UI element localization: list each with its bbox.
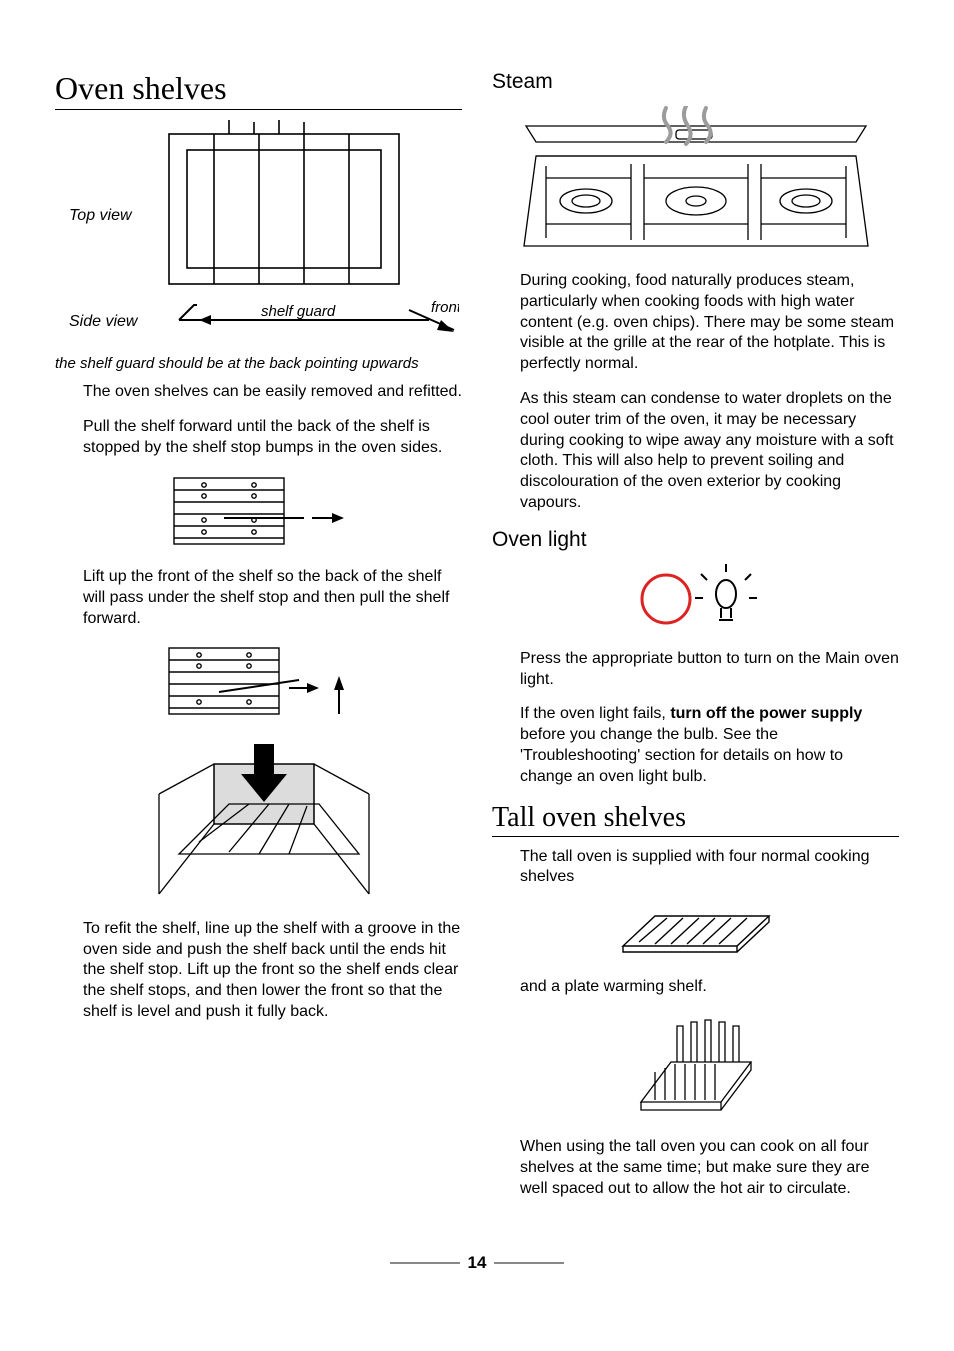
tall-p2: and a plate warming shelf.: [520, 977, 899, 998]
shelf-rail-diagram-1: [55, 472, 462, 557]
oven-light-icon: [492, 564, 899, 639]
shelf-guard-label: shelf guard: [261, 303, 336, 320]
shelf-guard-caption: the shelf guard should be at the back po…: [55, 355, 462, 372]
plate-warming-shelf-diagram: [492, 1012, 899, 1127]
steam-p1: During cooking, food naturally produces …: [520, 271, 899, 375]
steam-p2: As this steam can condense to water drop…: [520, 389, 899, 514]
cooktop-steam-diagram: [492, 106, 899, 261]
tall-p3: When using the tall oven you can cook on…: [520, 1137, 899, 1199]
shelf-views-diagram: Top view Side view shelf guard front: [55, 120, 462, 345]
ovenlight-p1: Press the appropriate button to turn on …: [520, 649, 899, 691]
left-p3: Lift up the front of the shelf so the ba…: [83, 567, 462, 629]
steam-title: Steam: [492, 70, 899, 94]
left-p4: To refit the shelf, line up the shelf wi…: [83, 919, 462, 1023]
left-p2: Pull the shelf forward until the back of…: [83, 417, 462, 459]
tall-oven-shelves-title: Tall oven shelves: [492, 802, 899, 837]
oven-light-title: Oven light: [492, 528, 899, 552]
page-footer: 14: [55, 1253, 899, 1273]
ovenlight-p2: If the oven light fails, turn off the po…: [520, 704, 899, 787]
side-view-label: Side view: [69, 313, 139, 330]
cooking-shelf-diagram: [492, 902, 899, 967]
top-view-label: Top view: [69, 207, 133, 224]
tall-p1: The tall oven is supplied with four norm…: [520, 847, 899, 889]
shelf-removal-diagram: [55, 644, 462, 909]
oven-shelves-title: Oven shelves: [55, 70, 462, 110]
front-label: front: [431, 299, 459, 316]
page-number: 14: [468, 1253, 487, 1273]
left-p1: The oven shelves can be easily removed a…: [83, 382, 462, 403]
